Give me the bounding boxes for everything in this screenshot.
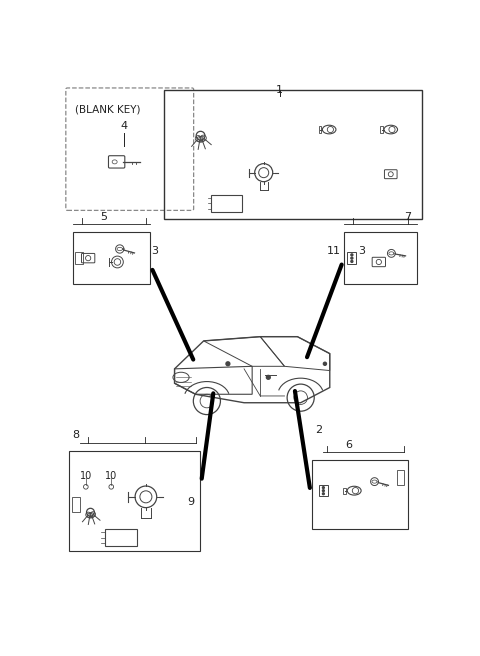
Text: 3: 3 xyxy=(358,246,365,256)
Text: 6: 6 xyxy=(345,440,352,449)
Circle shape xyxy=(323,493,324,495)
Circle shape xyxy=(351,260,353,262)
Bar xyxy=(319,485,328,496)
Bar xyxy=(75,252,83,264)
Circle shape xyxy=(266,375,270,379)
Bar xyxy=(164,89,421,219)
Bar xyxy=(73,232,150,284)
Text: 7: 7 xyxy=(405,212,412,222)
Circle shape xyxy=(323,487,324,489)
Text: 10: 10 xyxy=(105,471,118,481)
Text: 8: 8 xyxy=(72,430,79,440)
Circle shape xyxy=(351,254,353,256)
Circle shape xyxy=(226,362,230,365)
Bar xyxy=(312,460,408,529)
Bar xyxy=(105,529,137,546)
Text: 9: 9 xyxy=(187,497,194,506)
Bar xyxy=(319,127,321,133)
Bar xyxy=(69,451,200,551)
Text: 4: 4 xyxy=(121,121,128,131)
Bar xyxy=(396,470,404,485)
Text: 10: 10 xyxy=(80,471,92,481)
Circle shape xyxy=(324,362,326,365)
Text: 11: 11 xyxy=(327,246,341,256)
Bar xyxy=(344,232,417,284)
Text: 5: 5 xyxy=(100,212,107,222)
Bar xyxy=(348,253,357,264)
Text: 1: 1 xyxy=(276,85,283,95)
Bar xyxy=(211,195,242,212)
Bar xyxy=(72,497,80,512)
Circle shape xyxy=(323,490,324,491)
Text: 3: 3 xyxy=(151,246,158,256)
Bar xyxy=(380,127,383,133)
Circle shape xyxy=(351,257,353,259)
Bar xyxy=(344,487,346,494)
Text: 2: 2 xyxy=(315,425,322,435)
Text: (BLANK KEY): (BLANK KEY) xyxy=(75,105,141,115)
